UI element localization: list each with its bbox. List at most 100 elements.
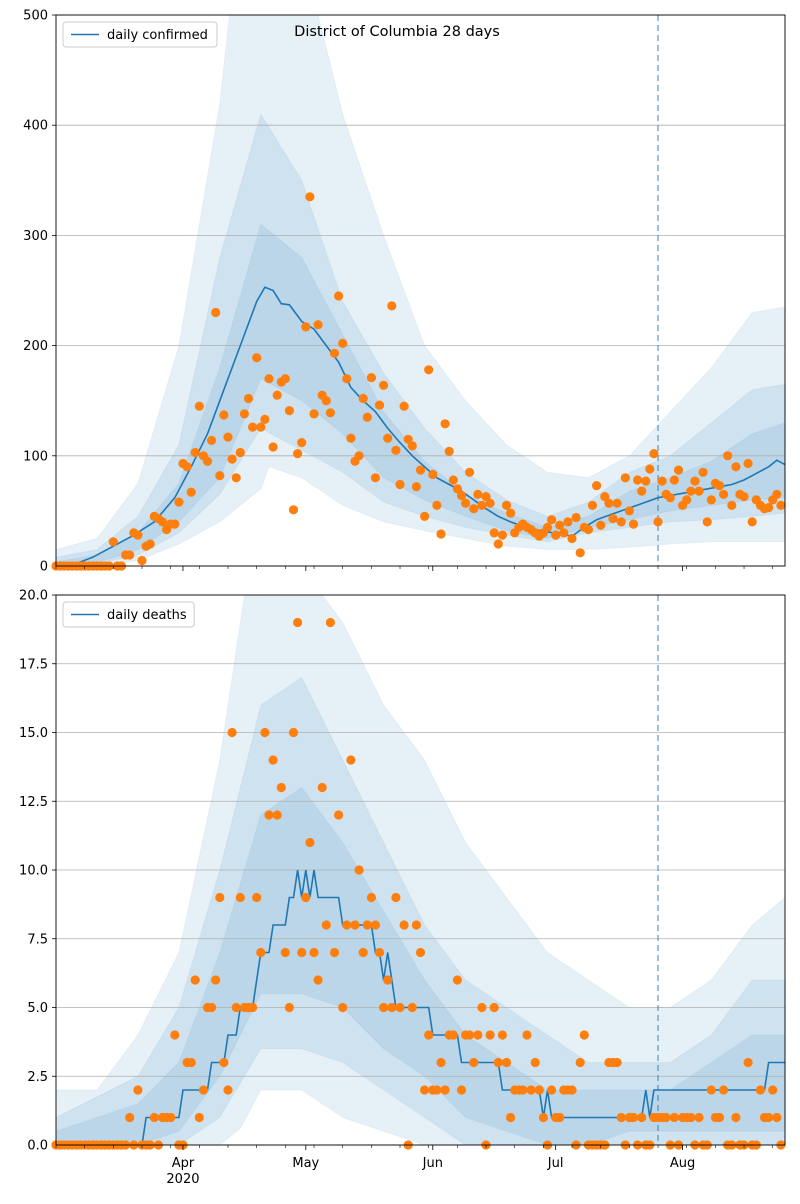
- observed-point: [743, 1057, 753, 1068]
- observed-point: [555, 520, 565, 530]
- observed-point: [440, 1085, 450, 1095]
- observed-point: [506, 508, 516, 518]
- observed-point: [252, 892, 262, 903]
- observed-point: [432, 500, 442, 510]
- observed-point: [190, 447, 200, 458]
- observed-point: [432, 1085, 442, 1095]
- observed-point: [362, 412, 372, 422]
- observed-point: [436, 529, 446, 539]
- observed-point: [325, 617, 335, 628]
- observed-point: [764, 1112, 774, 1123]
- observed-point: [407, 1002, 417, 1013]
- observed-point: [157, 517, 168, 527]
- observed-point: [768, 1085, 778, 1095]
- observed-point: [133, 530, 143, 540]
- observed-point: [706, 495, 716, 505]
- observed-point: [452, 484, 462, 494]
- observed-point: [268, 442, 278, 452]
- observed-point: [342, 374, 352, 384]
- observed-point: [440, 419, 450, 429]
- observed-point: [731, 462, 741, 472]
- observed-point: [334, 810, 344, 820]
- observed-point: [358, 393, 368, 404]
- observed-point: [256, 947, 266, 958]
- observed-point: [399, 401, 409, 411]
- observed-point: [624, 506, 635, 516]
- observed-point: [698, 467, 708, 477]
- band-inner: [56, 223, 785, 566]
- observed-points: [51, 617, 786, 1150]
- observed-point: [542, 522, 553, 533]
- observed-point: [497, 530, 507, 540]
- observed-point: [469, 504, 479, 514]
- observed-point: [329, 348, 340, 358]
- observed-point: [551, 530, 561, 540]
- x-tick-year-label: 2020: [166, 1172, 199, 1187]
- observed-point: [772, 489, 782, 499]
- observed-points: [51, 192, 786, 571]
- observed-point: [415, 465, 426, 475]
- observed-point: [485, 498, 495, 508]
- axes-frame: [55, 594, 786, 1146]
- observed-point: [411, 920, 421, 930]
- observed-point: [239, 409, 249, 419]
- observed-point: [719, 1085, 729, 1095]
- observed-point: [477, 1002, 487, 1013]
- observed-point: [706, 1085, 716, 1095]
- observed-point: [620, 473, 630, 483]
- x-tick-label: Jun: [422, 1156, 443, 1171]
- observed-point: [764, 503, 774, 513]
- observed-point: [346, 433, 356, 443]
- observed-point: [354, 451, 364, 461]
- confirmed-panel: 0 100 200 300 400 500 daily confirmed District …: [23, 9, 786, 575]
- observed-point: [600, 492, 610, 502]
- y-tick-label: 200: [23, 339, 48, 354]
- observed-point: [207, 435, 217, 445]
- observed-point: [538, 1112, 549, 1123]
- observed-point: [374, 400, 385, 410]
- observed-point: [456, 1085, 467, 1095]
- observed-point: [350, 920, 360, 930]
- observed-point: [506, 1112, 516, 1123]
- observed-point: [370, 473, 380, 483]
- legend-label: daily deaths: [107, 608, 187, 623]
- observed-point: [436, 1057, 446, 1068]
- observed-point: [776, 500, 786, 510]
- observed-point: [723, 451, 733, 461]
- observed-point: [329, 947, 340, 958]
- observed-point: [374, 947, 385, 958]
- band-middle: [56, 676, 785, 1145]
- observed-point: [215, 892, 225, 903]
- observed-point: [133, 1085, 143, 1095]
- observed-point: [628, 1112, 639, 1123]
- observed-point: [194, 1112, 204, 1123]
- observed-point: [280, 947, 290, 958]
- observed-point: [489, 1002, 499, 1013]
- observed-point: [477, 500, 487, 510]
- observed-point: [420, 511, 430, 521]
- observed-point: [501, 500, 512, 510]
- observed-point: [207, 1002, 217, 1013]
- observed-point: [473, 1030, 483, 1040]
- observed-point: [407, 441, 417, 451]
- observed-point: [579, 1030, 589, 1040]
- observed-point: [587, 500, 598, 510]
- observed-point: [305, 837, 315, 848]
- observed-point: [186, 1057, 196, 1068]
- observed-point: [325, 408, 335, 418]
- observed-point: [366, 373, 376, 383]
- observed-point: [628, 519, 639, 529]
- observed-point: [248, 1002, 258, 1013]
- observed-point: [190, 975, 200, 985]
- axes-frame: [55, 14, 786, 567]
- observed-point: [616, 517, 626, 527]
- observed-point: [309, 947, 319, 958]
- observed-point: [231, 1002, 241, 1013]
- observed-point: [268, 755, 278, 765]
- observed-point: [559, 528, 569, 538]
- observed-point: [694, 1112, 704, 1123]
- observed-point: [321, 920, 331, 930]
- observed-point: [338, 1002, 348, 1013]
- observed-point: [526, 1085, 536, 1095]
- y-tick-label: 500: [23, 9, 48, 24]
